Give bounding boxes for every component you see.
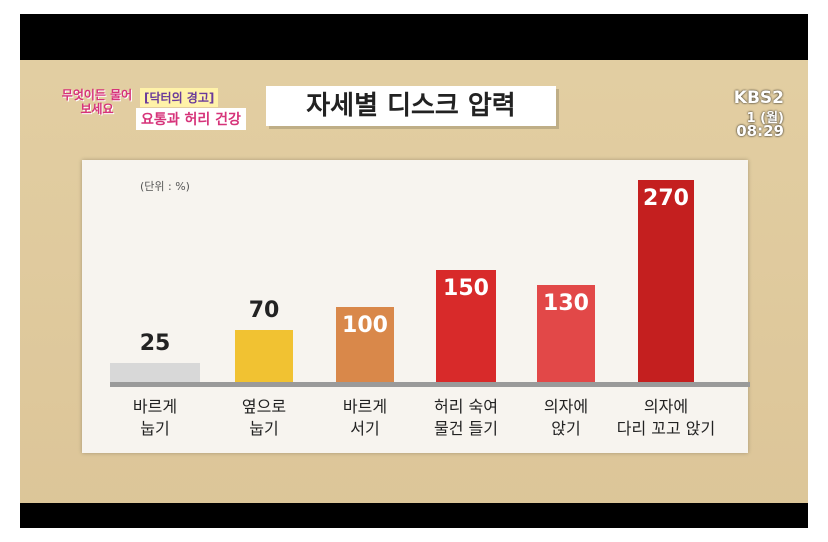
x-tick-label: 의자에 다리 꼬고 앉기	[616, 397, 716, 438]
segment-tag: [닥터의 경고]	[140, 88, 219, 107]
value-label: 25	[139, 331, 171, 357]
bar	[336, 307, 394, 382]
clock: 08:29	[736, 122, 784, 140]
baseline	[110, 382, 750, 387]
value-label: 270	[643, 186, 689, 211]
x-tick-label: 바르게 눕기	[132, 397, 178, 438]
x-tick-label: 바르게 서기	[342, 397, 388, 438]
date: 1 (월)	[746, 111, 784, 126]
show-logo: 무엇이든 물어보세요	[61, 88, 133, 116]
value-label: 70	[248, 297, 280, 323]
x-tick-label: 의자에 앉기	[543, 397, 589, 438]
segment-topic: 요통과 허리 건강	[136, 108, 246, 130]
value-label: 150	[443, 275, 489, 301]
letterbox	[20, 503, 808, 528]
channel-logo: KBS2	[733, 88, 784, 108]
x-tick-label: 옆으로 눕기	[241, 397, 287, 438]
letterbox	[20, 14, 808, 60]
bar	[436, 269, 496, 382]
value-label: 100	[342, 313, 388, 339]
x-tick-label: 허리 숙여 물건 들기	[434, 397, 498, 438]
bar	[638, 180, 694, 382]
value-label: 130	[543, 290, 589, 316]
bar	[537, 284, 595, 382]
bar	[110, 363, 200, 382]
bar	[235, 329, 293, 382]
unit-note: (단위 : %)	[140, 180, 190, 193]
chart-title: 자세별 디스크 압력	[266, 86, 556, 126]
chart-panel	[82, 160, 748, 453]
